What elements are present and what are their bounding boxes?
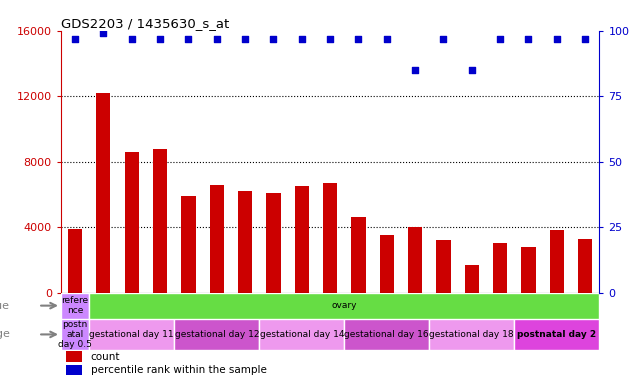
Text: count: count — [90, 352, 120, 362]
Point — [438, 35, 449, 41]
Bar — [174, 319, 259, 350]
Point — [98, 30, 108, 36]
Text: gestational day 12: gestational day 12 — [174, 330, 259, 339]
Point — [467, 67, 477, 73]
Point — [495, 35, 505, 41]
Point — [325, 35, 335, 41]
Bar — [465, 265, 479, 293]
Point — [552, 35, 562, 41]
Bar — [96, 93, 110, 293]
Bar — [267, 193, 281, 293]
Bar — [210, 185, 224, 293]
Text: postn
atal
day 0.5: postn atal day 0.5 — [58, 319, 92, 349]
Bar — [89, 319, 174, 350]
Text: percentile rank within the sample: percentile rank within the sample — [90, 365, 267, 375]
Text: GDS2203 / 1435630_s_at: GDS2203 / 1435630_s_at — [61, 17, 229, 30]
Point — [353, 35, 363, 41]
Bar — [61, 293, 89, 319]
Bar — [351, 217, 365, 293]
Bar — [514, 319, 599, 350]
Bar — [344, 319, 429, 350]
Text: ovary: ovary — [331, 301, 357, 310]
Point — [381, 35, 392, 41]
Point — [127, 35, 137, 41]
Bar — [61, 319, 89, 350]
Point — [183, 35, 194, 41]
Point — [70, 35, 80, 41]
Bar — [437, 240, 451, 293]
Bar — [238, 191, 252, 293]
Bar — [295, 186, 309, 293]
Bar — [181, 196, 196, 293]
Bar — [521, 247, 536, 293]
Bar — [578, 238, 592, 293]
Bar — [66, 351, 83, 362]
Bar — [550, 230, 564, 293]
Point — [155, 35, 165, 41]
Bar — [408, 227, 422, 293]
Bar — [379, 235, 394, 293]
Bar — [153, 149, 167, 293]
Text: gestational day 11: gestational day 11 — [90, 330, 174, 339]
Text: gestational day 14: gestational day 14 — [260, 330, 344, 339]
Bar — [493, 243, 507, 293]
Bar — [259, 319, 344, 350]
Bar — [429, 319, 514, 350]
Text: gestational day 18: gestational day 18 — [429, 330, 514, 339]
Point — [269, 35, 279, 41]
Bar — [68, 229, 82, 293]
Point — [297, 35, 307, 41]
Point — [212, 35, 222, 41]
Bar — [66, 364, 83, 375]
Text: postnatal day 2: postnatal day 2 — [517, 330, 596, 339]
Point — [523, 35, 533, 41]
Text: refere
nce: refere nce — [62, 296, 88, 315]
Text: tissue: tissue — [0, 301, 10, 311]
Point — [410, 67, 420, 73]
Bar — [323, 183, 337, 293]
Point — [240, 35, 250, 41]
Point — [580, 35, 590, 41]
Text: age: age — [0, 329, 10, 339]
Bar — [124, 152, 139, 293]
Text: gestational day 16: gestational day 16 — [344, 330, 429, 339]
